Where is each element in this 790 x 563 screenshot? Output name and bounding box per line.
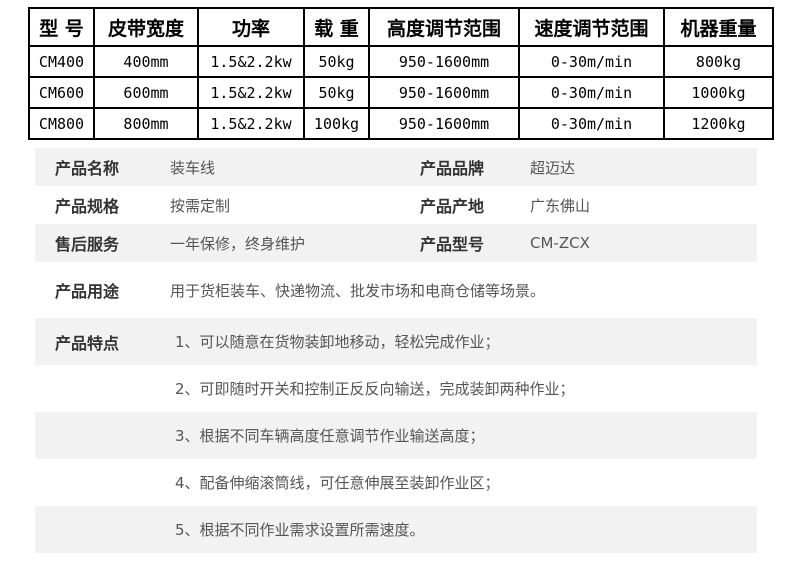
cell-speed-range: 0-30m/min bbox=[518, 107, 665, 140]
detail-row-spec-origin: 产品规格 按需定制 产品产地 广东佛山 bbox=[35, 186, 757, 224]
feature-row-2: 2、可即随时开关和控制正反反向输送，完成装卸两种作业； bbox=[35, 365, 757, 412]
cell-belt-width: 800mm bbox=[93, 107, 199, 140]
cell-speed-range: 0-30m/min bbox=[518, 76, 665, 109]
header-belt-width: 皮带宽度 bbox=[93, 7, 199, 47]
cell-power: 1.5&2.2kw bbox=[197, 107, 305, 140]
table-row: CM800 800mm 1.5&2.2kw 100kg 950-1600mm 0… bbox=[28, 107, 774, 140]
cell-machine-weight: 1000kg bbox=[663, 76, 774, 109]
feature-item-1: 1、可以随意在货物装卸地移动，轻松完成作业； bbox=[175, 333, 500, 351]
cell-power: 1.5&2.2kw bbox=[197, 76, 305, 109]
detail-row-service-model: 售后服务 一年保修，终身维护 产品型号 CM-ZCX bbox=[35, 224, 757, 262]
feature-item-3: 3、根据不同车辆高度任意调节作业输送高度； bbox=[175, 427, 485, 445]
cell-model: CM800 bbox=[28, 107, 95, 140]
feature-row-1: 产品特点 1、可以随意在货物装卸地移动，轻松完成作业； bbox=[35, 318, 757, 365]
value-product-model: CM-ZCX bbox=[530, 234, 590, 252]
header-model: 型 号 bbox=[28, 7, 95, 47]
feature-item-2: 2、可即随时开关和控制正反反向输送，完成装卸两种作业； bbox=[175, 380, 575, 398]
cell-load: 50kg bbox=[303, 76, 370, 109]
cell-height-range: 950-1600mm bbox=[368, 76, 520, 109]
label-product-model: 产品型号 bbox=[420, 235, 485, 254]
cell-belt-width: 400mm bbox=[93, 45, 199, 78]
header-machine-weight: 机器重量 bbox=[663, 7, 774, 47]
value-product-name: 装车线 bbox=[170, 158, 216, 177]
header-power: 功率 bbox=[197, 7, 305, 47]
value-product-origin: 广东佛山 bbox=[530, 196, 591, 215]
cell-model: CM400 bbox=[28, 45, 95, 78]
header-speed-range: 速度调节范围 bbox=[518, 7, 665, 47]
table-row: CM400 400mm 1.5&2.2kw 50kg 950-1600mm 0-… bbox=[28, 45, 774, 78]
value-product-brand: 超迈达 bbox=[530, 158, 576, 177]
header-load: 载 重 bbox=[303, 7, 370, 47]
cell-power: 1.5&2.2kw bbox=[197, 45, 305, 78]
header-height-range: 高度调节范围 bbox=[368, 7, 520, 47]
label-after-sales-service: 售后服务 bbox=[55, 235, 120, 254]
value-product-spec: 按需定制 bbox=[170, 196, 231, 215]
cell-height-range: 950-1600mm bbox=[368, 107, 520, 140]
label-product-name: 产品名称 bbox=[55, 159, 120, 178]
cell-model: CM600 bbox=[28, 76, 95, 109]
label-product-usage: 产品用途 bbox=[55, 282, 120, 301]
label-product-brand: 产品品牌 bbox=[420, 159, 485, 178]
label-product-features: 产品特点 bbox=[55, 333, 120, 353]
label-product-spec: 产品规格 bbox=[55, 197, 120, 216]
feature-item-4: 4、配备伸缩滚筒线，可任意伸展至装卸作业区； bbox=[175, 474, 500, 492]
product-spec-table: 型 号 皮带宽度 功率 载 重 高度调节范围 速度调节范围 机器重量 CM400… bbox=[28, 7, 774, 140]
cell-machine-weight: 1200kg bbox=[663, 107, 774, 140]
cell-speed-range: 0-30m/min bbox=[518, 45, 665, 78]
cell-load: 50kg bbox=[303, 45, 370, 78]
cell-height-range: 950-1600mm bbox=[368, 45, 520, 78]
feature-item-5: 5、根据不同作业需求设置所需速度。 bbox=[175, 521, 425, 539]
detail-row-usage: 产品用途 用于货柜装车、快递物流、批发市场和电商仓储等场景。 bbox=[35, 262, 757, 318]
table-row: CM600 600mm 1.5&2.2kw 50kg 950-1600mm 0-… bbox=[28, 76, 774, 109]
cell-machine-weight: 800kg bbox=[663, 45, 774, 78]
detail-row-name-brand: 产品名称 装车线 产品品牌 超迈达 bbox=[35, 148, 757, 186]
cell-belt-width: 600mm bbox=[93, 76, 199, 109]
value-after-sales-service: 一年保修，终身维护 bbox=[170, 234, 306, 253]
cell-load: 100kg bbox=[303, 107, 370, 140]
label-product-origin: 产品产地 bbox=[420, 197, 485, 216]
value-product-usage: 用于货柜装车、快递物流、批发市场和电商仓储等场景。 bbox=[170, 281, 546, 300]
product-details: 产品名称 装车线 产品品牌 超迈达 产品规格 按需定制 产品产地 广东佛山 售后… bbox=[35, 148, 757, 553]
feature-row-3: 3、根据不同车辆高度任意调节作业输送高度； bbox=[35, 412, 757, 459]
feature-row-4: 4、配备伸缩滚筒线，可任意伸展至装卸作业区； bbox=[35, 459, 757, 506]
spec-table-header-row: 型 号 皮带宽度 功率 载 重 高度调节范围 速度调节范围 机器重量 bbox=[28, 7, 774, 47]
feature-row-5: 5、根据不同作业需求设置所需速度。 bbox=[35, 506, 757, 553]
